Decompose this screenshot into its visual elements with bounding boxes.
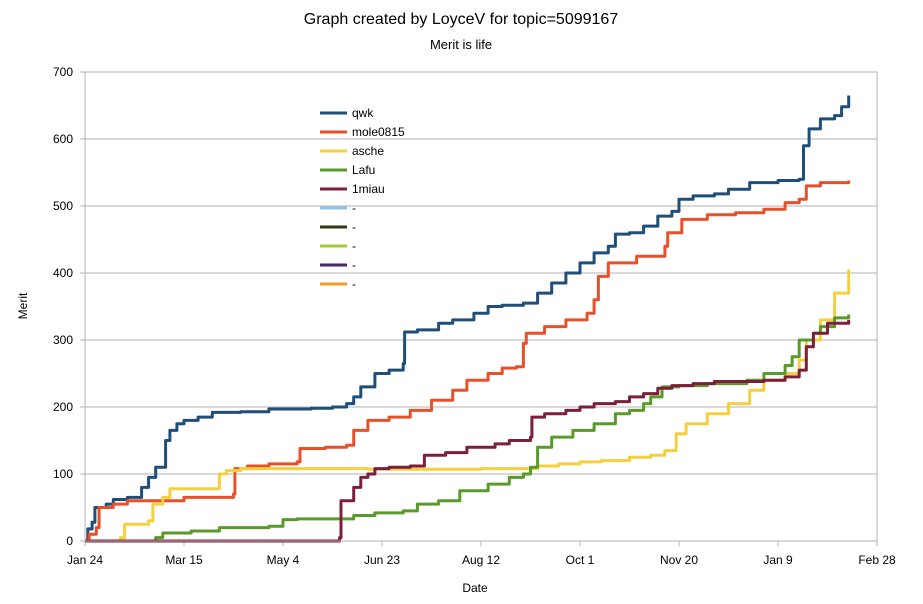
series-line-1	[85, 180, 851, 543]
x-tick-label: May 4	[267, 553, 300, 567]
y-tick-label: 200	[53, 400, 73, 414]
series-line-3	[85, 314, 851, 543]
y-tick-label: 300	[53, 333, 73, 347]
chart-subtitle: Merit is life	[430, 37, 492, 52]
y-tick-label: 700	[53, 65, 73, 79]
x-tick-label: Aug 12	[462, 553, 500, 567]
x-tick-label: Mar 15	[165, 553, 203, 567]
y-tick-label: 400	[53, 266, 73, 280]
y-axis-ticks: 0 100 200 300 400 500 600 700	[53, 65, 85, 548]
x-tick-label: Jan 24	[67, 553, 103, 567]
legend-entry: -	[352, 201, 356, 215]
y-tick-label: 500	[53, 199, 73, 213]
x-tick-label: Oct 1	[566, 553, 595, 567]
series-line-0	[85, 95, 851, 543]
series-line-2	[85, 269, 851, 543]
legend-entry: -	[352, 220, 356, 234]
legend: qwk mole0815 asche Lafu 1miau - - - - -	[320, 106, 405, 291]
legend-entry: -	[352, 239, 356, 253]
x-tick-label: Nov 20	[660, 553, 698, 567]
plot-area-border	[84, 71, 878, 542]
legend-entry: qwk	[352, 106, 374, 120]
x-axis-label: Date	[462, 581, 488, 595]
legend-entry: Lafu	[352, 163, 375, 177]
series-lines	[85, 95, 851, 543]
series-line-4	[85, 319, 851, 543]
y-axis-label: Merit	[16, 292, 30, 319]
legend-entry: asche	[352, 144, 384, 158]
x-tick-label: Jan 9	[763, 553, 793, 567]
chart-title: Graph created by LoyceV for topic=509916…	[304, 11, 619, 28]
x-tick-label: Feb 28	[858, 553, 896, 567]
legend-entry: -	[352, 258, 356, 272]
y-tick-label: 100	[53, 467, 73, 481]
y-tick-label: 0	[66, 534, 73, 548]
legend-entry: 1miau	[352, 182, 385, 196]
gridlines	[85, 71, 877, 542]
legend-entry: mole0815	[352, 125, 405, 139]
x-axis-ticks: Jan 24 Mar 15 May 4 Jun 23 Aug 12 Oct 1 Nov 20…	[67, 541, 896, 567]
x-tick-label: Jun 23	[364, 553, 400, 567]
legend-entry: -	[352, 277, 356, 291]
y-tick-label: 600	[53, 132, 73, 146]
